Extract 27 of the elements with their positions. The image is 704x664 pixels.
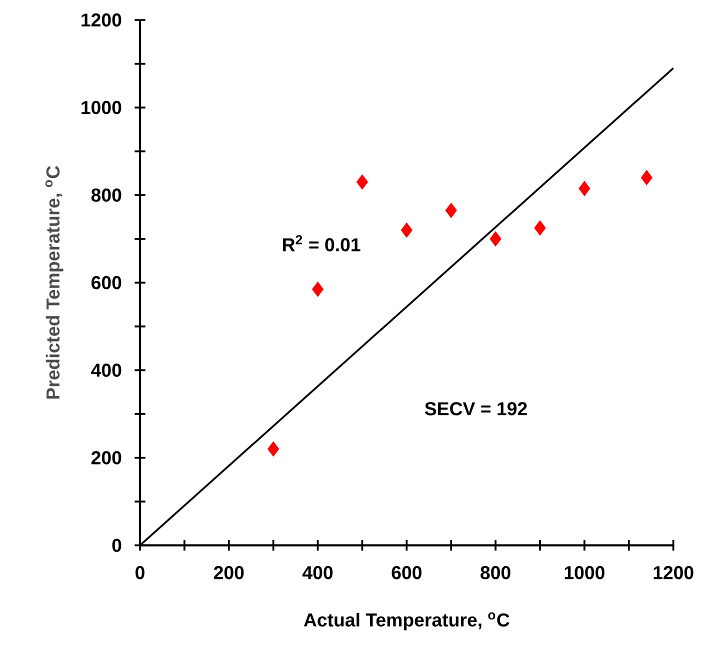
annotation: R$^{2}$ = 0.01 xyxy=(283,235,360,252)
y-tick-label: 1200 xyxy=(82,13,122,27)
x-tick-label: 0 xyxy=(136,566,144,580)
point xyxy=(445,202,457,218)
annotation: SECV = 192 xyxy=(424,402,527,416)
y-tick-label: 800 xyxy=(91,188,122,202)
y-axis-title: Predicted Temperature, $^{o}$C xyxy=(45,166,64,399)
point xyxy=(578,180,590,196)
x-tick-label: 1000 xyxy=(564,566,604,580)
point xyxy=(312,282,324,297)
x-tick-label: 600 xyxy=(392,566,422,580)
y-tick-label: 400 xyxy=(91,364,122,377)
point xyxy=(356,174,368,190)
x-tick-label: 200 xyxy=(214,566,244,580)
point xyxy=(268,441,280,457)
point xyxy=(640,170,652,186)
point xyxy=(534,220,546,236)
y-tick-label: 200 xyxy=(91,451,122,464)
point xyxy=(400,222,412,238)
x-axis-title: Actual Temperature, $^{o}$C xyxy=(304,612,510,630)
point xyxy=(490,231,502,246)
y-tick-label: 600 xyxy=(92,276,122,290)
y-tick-label: 0 xyxy=(112,538,122,552)
y-tick-label: 1000 xyxy=(82,100,122,114)
x-tick-label: 800 xyxy=(480,566,510,580)
x-tick-label: 400 xyxy=(302,566,333,580)
x-tick-label: 1200 xyxy=(654,566,694,580)
